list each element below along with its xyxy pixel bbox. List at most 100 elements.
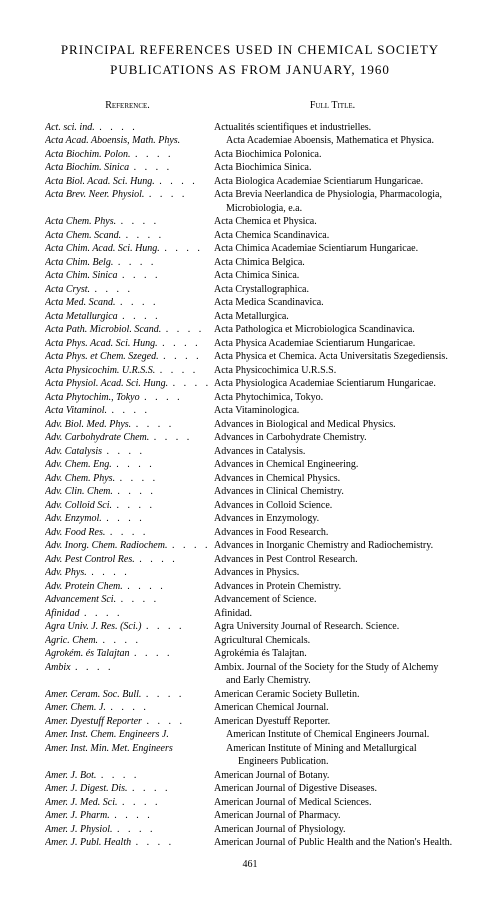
- reference-full-title: Advances in Pest Control Research.: [210, 553, 455, 567]
- reference-entry: Adv. Inorg. Chem. Radiochem. . . . .Adva…: [45, 539, 455, 553]
- reference-entry: Acta Acad. Aboensis, Math. Phys.Acta Aca…: [45, 134, 455, 148]
- reference-entry: Amer. Dyestuff Reporter . . . .American …: [45, 715, 455, 729]
- reference-entry: Adv. Clin. Chem. . . . .Advances in Clin…: [45, 485, 455, 499]
- reference-entry: Adv. Pest Control Res. . . . .Advances i…: [45, 553, 455, 567]
- reference-full-title: American Institute of Chemical Engineers…: [222, 728, 455, 742]
- reference-abbrev: Adv. Pest Control Res. . . . .: [45, 553, 210, 567]
- reference-full-title: American Journal of Pharmacy.: [210, 809, 455, 823]
- reference-abbrev: Acta Path. Microbiol. Scand. . . . .: [45, 323, 210, 337]
- reference-full-title: Acta Physica et Chemica. Acta Universita…: [210, 350, 455, 364]
- reference-abbrev: Adv. Enzymol. . . . .: [45, 512, 210, 526]
- reference-abbrev: Acta Physiol. Acad. Sci. Hung. . . . .: [45, 377, 210, 391]
- reference-entry: Amer. J. Publ. Health . . . .American Jo…: [45, 836, 455, 850]
- reference-full-title: Acta Phytochimica, Tokyo.: [210, 391, 455, 405]
- reference-entry: Amer. J. Med. Sci. . . . .American Journ…: [45, 796, 455, 810]
- reference-abbrev: Amer. J. Physiol. . . . .: [45, 823, 210, 837]
- reference-full-title: Acta Chimica Academiae Scientiarum Hunga…: [210, 242, 455, 256]
- reference-abbrev: Acta Chim. Acad. Sci. Hung. . . . .: [45, 242, 210, 256]
- reference-entry: Agrokém. és Talajtan . . . .Agrokémia és…: [45, 647, 455, 661]
- reference-entry: Acta Metallurgica . . . .Acta Metallurgi…: [45, 310, 455, 324]
- reference-full-title: Acta Chimica Sinica.: [210, 269, 455, 283]
- reference-full-title: Advances in Catalysis.: [210, 445, 455, 459]
- reference-abbrev: Agra Univ. J. Res. (Sci.) . . . .: [45, 620, 210, 634]
- reference-entry: Amer. J. Pharm. . . . .American Journal …: [45, 809, 455, 823]
- reference-entry: Acta Biochim. Sinica . . . .Acta Biochim…: [45, 161, 455, 175]
- reference-abbrev: Acta Physicochim. U.R.S.S. . . . .: [45, 364, 210, 378]
- reference-abbrev: Acta Metallurgica . . . .: [45, 310, 210, 324]
- page-number: 461: [45, 858, 455, 872]
- reference-abbrev: Acta Biochim. Polon. . . . .: [45, 148, 210, 162]
- reference-abbrev: Amer. J. Bot. . . . .: [45, 769, 210, 783]
- reference-full-title: Acta Chimica Belgica.: [210, 256, 455, 270]
- reference-entry: Adv. Food Res. . . . .Advances in Food R…: [45, 526, 455, 540]
- reference-abbrev: Amer. Ceram. Soc. Bull. . . . .: [45, 688, 210, 702]
- reference-entry: Afinidad . . . .Afinidad.: [45, 607, 455, 621]
- reference-abbrev: Amer. J. Pharm. . . . .: [45, 809, 210, 823]
- reference-abbrev: Adv. Food Res. . . . .: [45, 526, 210, 540]
- reference-full-title: Acta Physiologica Academiae Scientiarum …: [210, 377, 455, 391]
- reference-full-title: Agra University Journal of Research. Sci…: [210, 620, 455, 634]
- reference-abbrev: Adv. Biol. Med. Phys. . . . .: [45, 418, 210, 432]
- header-full-title: Full Title.: [210, 99, 455, 113]
- reference-entry: Acta Brev. Neer. Physiol. . . . .Acta Br…: [45, 188, 455, 215]
- reference-full-title: Acta Biochimica Sinica.: [210, 161, 455, 175]
- reference-full-title: Advances in Colloid Science.: [210, 499, 455, 513]
- reference-full-title: Agrokémia és Talajtan.: [210, 647, 455, 661]
- header-reference: Reference.: [45, 99, 210, 113]
- title-line-1: PRINCIPAL REFERENCES USED IN CHEMICAL SO…: [61, 42, 439, 57]
- reference-entry: Amer. J. Bot. . . . .American Journal of…: [45, 769, 455, 783]
- reference-abbrev: Amer. Inst. Min. Met. Engineers: [45, 742, 222, 756]
- reference-abbrev: Acta Chim. Belg. . . . .: [45, 256, 210, 270]
- reference-full-title: Acta Brevia Neerlandica de Physiologia, …: [210, 188, 455, 215]
- reference-abbrev: Acta Brev. Neer. Physiol. . . . .: [45, 188, 210, 202]
- reference-full-title: Agricultural Chemicals.: [210, 634, 455, 648]
- reference-abbrev: Acta Phys. Acad. Sci. Hung. . . . .: [45, 337, 210, 351]
- reference-entry: Acta Chem. Scand. . . . .Acta Chemica Sc…: [45, 229, 455, 243]
- reference-entry: Amer. Chem. J. . . . .American Chemical …: [45, 701, 455, 715]
- reference-entry: Acta Med. Scand. . . . .Acta Medica Scan…: [45, 296, 455, 310]
- reference-abbrev: Act. sci. ind. . . . .: [45, 121, 210, 135]
- reference-abbrev: Adv. Protein Chem. . . . .: [45, 580, 210, 594]
- reference-full-title: Actualités scientifiques et industrielle…: [210, 121, 455, 135]
- reference-full-title: Acta Medica Scandinavica.: [210, 296, 455, 310]
- reference-full-title: American Ceramic Society Bulletin.: [210, 688, 455, 702]
- reference-abbrev: Acta Med. Scand. . . . .: [45, 296, 210, 310]
- reference-abbrev: Afinidad . . . .: [45, 607, 210, 621]
- reference-full-title: Advances in Food Research.: [210, 526, 455, 540]
- reference-abbrev: Acta Chem. Scand. . . . .: [45, 229, 210, 243]
- reference-entry: Amer. Inst. Min. Met. EngineersAmerican …: [45, 742, 455, 769]
- reference-full-title: Advances in Protein Chemistry.: [210, 580, 455, 594]
- reference-entry: Amer. Inst. Chem. Engineers J.American I…: [45, 728, 455, 742]
- reference-entry: Adv. Chem. Phys. . . . .Advances in Chem…: [45, 472, 455, 486]
- reference-full-title: Advancement of Science.: [210, 593, 455, 607]
- reference-abbrev: Adv. Carbohydrate Chem. . . . .: [45, 431, 210, 445]
- reference-abbrev: Acta Phytochim., Tokyo . . . .: [45, 391, 210, 405]
- reference-entry: Agra Univ. J. Res. (Sci.) . . . .Agra Un…: [45, 620, 455, 634]
- reference-full-title: Advances in Chemical Engineering.: [210, 458, 455, 472]
- reference-abbrev: Adv. Chem. Phys. . . . .: [45, 472, 210, 486]
- reference-list: Act. sci. ind. . . . .Actualités scienti…: [45, 121, 455, 850]
- reference-full-title: American Journal of Physiology.: [210, 823, 455, 837]
- reference-entry: Acta Path. Microbiol. Scand. . . . .Acta…: [45, 323, 455, 337]
- reference-full-title: American Journal of Botany.: [210, 769, 455, 783]
- reference-abbrev: Acta Chim. Sinica . . . .: [45, 269, 210, 283]
- reference-full-title: Acta Biochimica Polonica.: [210, 148, 455, 162]
- reference-entry: Adv. Protein Chem. . . . .Advances in Pr…: [45, 580, 455, 594]
- reference-entry: Amer. J. Digest. Dis. . . . .American Jo…: [45, 782, 455, 796]
- reference-entry: Acta Chem. Phys. . . . .Acta Chemica et …: [45, 215, 455, 229]
- reference-entry: Acta Phys. Acad. Sci. Hung. . . . .Acta …: [45, 337, 455, 351]
- page-title: PRINCIPAL REFERENCES USED IN CHEMICAL SO…: [45, 40, 455, 79]
- reference-full-title: Acta Chemica Scandinavica.: [210, 229, 455, 243]
- reference-full-title: Advances in Biological and Medical Physi…: [210, 418, 455, 432]
- reference-full-title: Acta Academiae Aboensis, Mathematica et …: [222, 134, 455, 148]
- reference-entry: Agric. Chem. . . . .Agricultural Chemica…: [45, 634, 455, 648]
- reference-full-title: Advances in Carbohydrate Chemistry.: [210, 431, 455, 445]
- reference-abbrev: Adv. Colloid Sci. . . . .: [45, 499, 210, 513]
- reference-entry: Acta Physiol. Acad. Sci. Hung. . . . .Ac…: [45, 377, 455, 391]
- column-headers: Reference. Full Title.: [45, 99, 455, 113]
- reference-full-title: Advances in Inorganic Chemistry and Radi…: [210, 539, 455, 553]
- reference-entry: Adv. Enzymol. . . . .Advances in Enzymol…: [45, 512, 455, 526]
- reference-full-title: American Dyestuff Reporter.: [210, 715, 455, 729]
- reference-entry: Acta Physicochim. U.R.S.S. . . . .Acta P…: [45, 364, 455, 378]
- reference-full-title: Acta Pathologica et Microbiologica Scand…: [210, 323, 455, 337]
